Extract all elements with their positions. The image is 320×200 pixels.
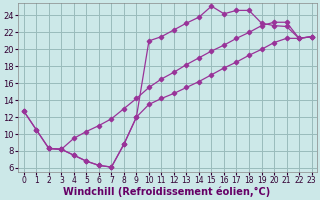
X-axis label: Windchill (Refroidissement éolien,°C): Windchill (Refroidissement éolien,°C) — [63, 187, 271, 197]
